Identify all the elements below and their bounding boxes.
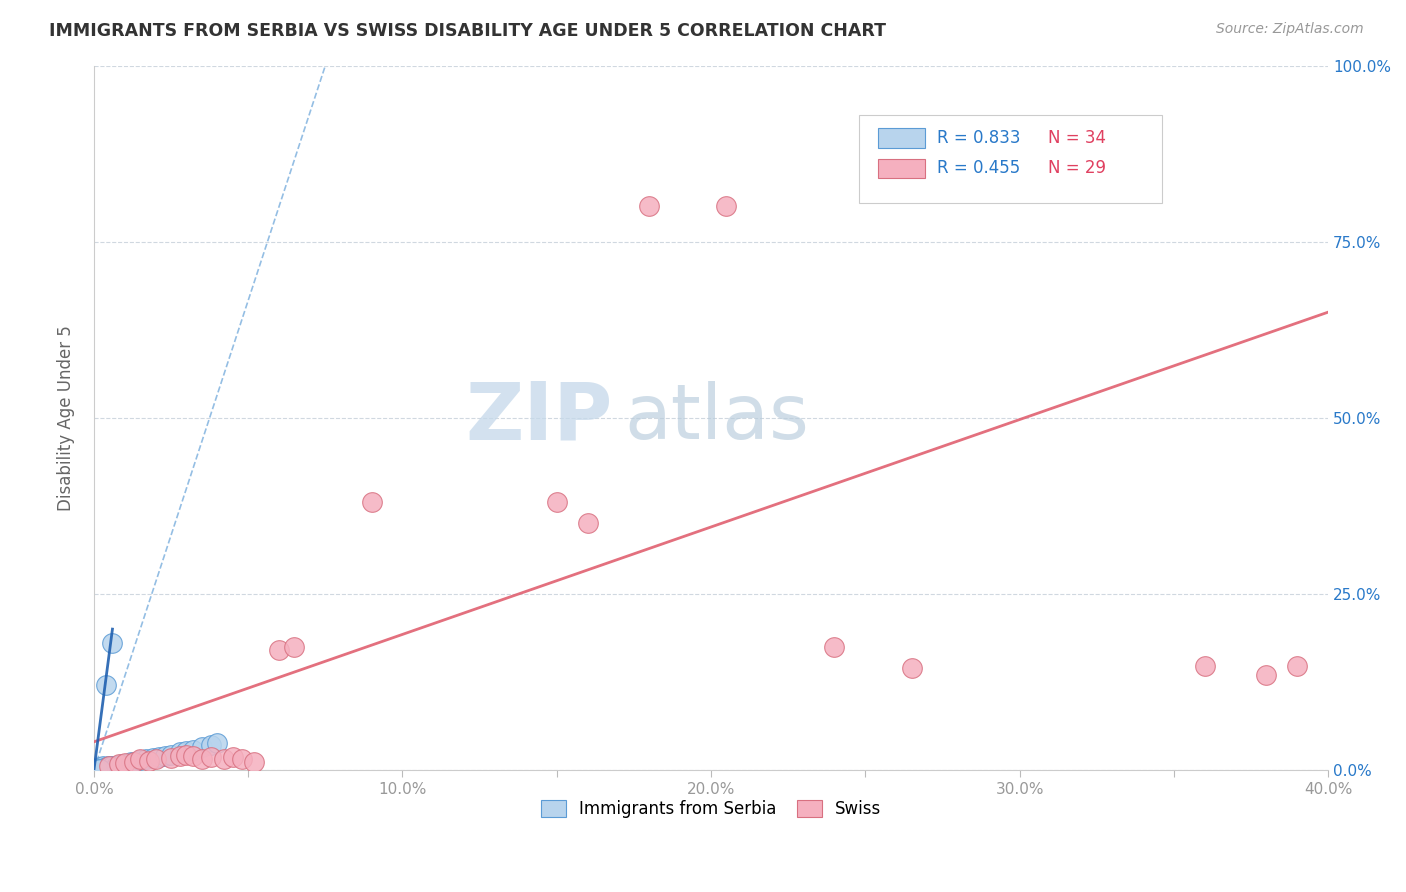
Point bbox=[181, 742, 204, 756]
Point bbox=[160, 747, 183, 762]
Point bbox=[129, 753, 152, 767]
Point bbox=[89, 762, 111, 776]
Legend: Immigrants from Serbia, Swiss: Immigrants from Serbia, Swiss bbox=[534, 794, 887, 825]
Point bbox=[101, 759, 124, 773]
Point bbox=[98, 759, 121, 773]
Text: R = 0.833: R = 0.833 bbox=[936, 129, 1021, 147]
Text: IMMIGRANTS FROM SERBIA VS SWISS DISABILITY AGE UNDER 5 CORRELATION CHART: IMMIGRANTS FROM SERBIA VS SWISS DISABILI… bbox=[49, 22, 886, 40]
Point bbox=[267, 643, 290, 657]
Point bbox=[96, 760, 118, 774]
Point bbox=[142, 751, 165, 765]
Point bbox=[91, 759, 114, 773]
Text: ZIP: ZIP bbox=[465, 379, 612, 457]
Point bbox=[546, 495, 568, 509]
Point bbox=[176, 747, 198, 762]
Point bbox=[129, 752, 152, 766]
Point bbox=[107, 757, 129, 772]
Point bbox=[207, 736, 229, 750]
Point bbox=[148, 749, 170, 764]
Point bbox=[91, 761, 114, 775]
Point bbox=[145, 752, 167, 766]
Point bbox=[1194, 658, 1216, 673]
Point bbox=[114, 756, 136, 771]
FancyBboxPatch shape bbox=[877, 128, 925, 148]
Point bbox=[122, 755, 145, 769]
Text: R = 0.455: R = 0.455 bbox=[936, 160, 1021, 178]
Point bbox=[169, 745, 191, 759]
Point bbox=[283, 640, 305, 654]
Point bbox=[107, 758, 129, 772]
Point bbox=[153, 748, 176, 763]
Point bbox=[91, 762, 114, 776]
Point bbox=[200, 750, 222, 764]
Point bbox=[823, 640, 845, 654]
FancyBboxPatch shape bbox=[859, 115, 1161, 203]
Point bbox=[98, 760, 121, 774]
Point bbox=[122, 755, 145, 769]
Point bbox=[138, 754, 160, 768]
Point bbox=[101, 636, 124, 650]
Point bbox=[86, 762, 108, 776]
Point bbox=[104, 758, 127, 772]
Point bbox=[191, 752, 214, 766]
Point bbox=[98, 759, 121, 773]
Point bbox=[181, 748, 204, 763]
Point bbox=[89, 760, 111, 774]
Text: atlas: atlas bbox=[624, 381, 810, 455]
Point bbox=[96, 678, 118, 692]
Point bbox=[111, 757, 134, 772]
Point bbox=[900, 661, 922, 675]
Point bbox=[169, 748, 191, 763]
Point bbox=[576, 516, 599, 531]
Point bbox=[243, 755, 266, 769]
FancyBboxPatch shape bbox=[877, 159, 925, 178]
Point bbox=[135, 752, 157, 766]
Point bbox=[1286, 658, 1309, 673]
Point bbox=[222, 750, 245, 764]
Point bbox=[212, 752, 235, 766]
Y-axis label: Disability Age Under 5: Disability Age Under 5 bbox=[58, 325, 75, 511]
Point bbox=[200, 739, 222, 753]
Text: Source: ZipAtlas.com: Source: ZipAtlas.com bbox=[1216, 22, 1364, 37]
Point bbox=[160, 751, 183, 765]
Point bbox=[191, 740, 214, 755]
Text: N = 29: N = 29 bbox=[1047, 160, 1107, 178]
Point bbox=[120, 756, 142, 770]
Point bbox=[360, 495, 382, 509]
Point bbox=[231, 752, 253, 766]
Point bbox=[638, 199, 661, 213]
Point bbox=[114, 756, 136, 770]
Point bbox=[89, 761, 111, 775]
Point bbox=[86, 762, 108, 776]
Point bbox=[176, 744, 198, 758]
Point bbox=[716, 199, 738, 213]
Point bbox=[98, 758, 121, 772]
Point bbox=[96, 761, 118, 775]
Text: N = 34: N = 34 bbox=[1047, 129, 1107, 147]
Point bbox=[1256, 668, 1278, 682]
